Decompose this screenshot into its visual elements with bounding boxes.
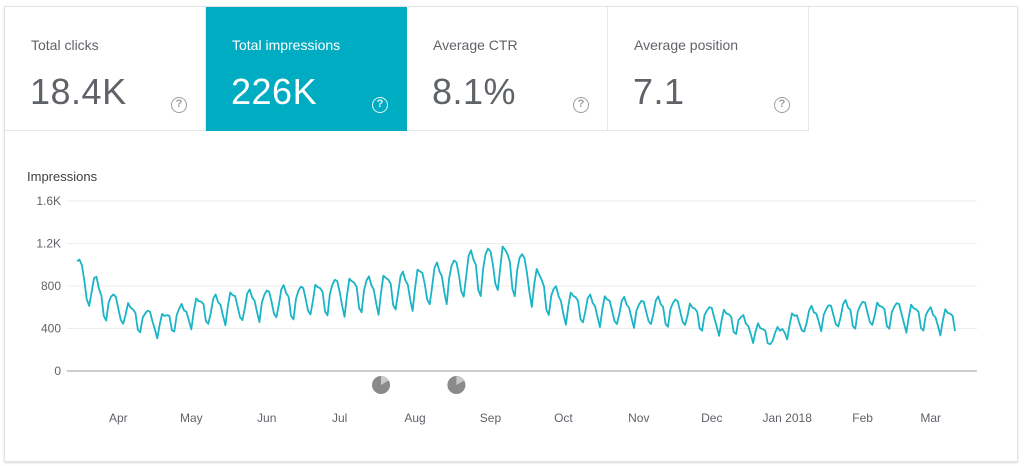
y-tick-label: 1.6K	[36, 194, 61, 208]
metric-label: Average CTR	[433, 37, 518, 53]
x-tick-label: Dec	[701, 411, 722, 425]
annotation-marker[interactable]	[447, 376, 466, 394]
chart-title: Impressions	[27, 169, 98, 184]
impressions-chart: 0 400 800 1.2K 1.6K Apr May Jun Jul Aug Sep Oct Nov…	[36, 194, 977, 425]
metric-label: Total clicks	[31, 37, 99, 53]
y-tick-label: 0	[54, 364, 61, 378]
chart-gridlines	[67, 200, 977, 372]
performance-card: Total clicks 18.4K ? Total impressions 2…	[4, 6, 1018, 462]
x-tick-label: Oct	[554, 411, 573, 425]
y-axis-ticks: 0 400 800 1.2K 1.6K	[36, 194, 61, 378]
x-tick-label: Jul	[332, 411, 347, 425]
help-icon[interactable]: ?	[372, 97, 388, 113]
help-icon[interactable]: ?	[774, 97, 790, 113]
x-tick-label: Nov	[628, 411, 649, 425]
metric-total-impressions[interactable]: Total impressions 226K ?	[206, 7, 407, 131]
impressions-series-line	[76, 245, 956, 346]
annotation-marker[interactable]	[372, 376, 391, 394]
metric-value: 7.1	[633, 71, 685, 112]
y-tick-label: 800	[41, 279, 61, 293]
y-tick-label: 1.2K	[36, 237, 61, 251]
y-tick-label: 400	[41, 322, 61, 336]
x-tick-label: Feb	[852, 411, 873, 425]
metric-value: 226K	[231, 71, 318, 112]
help-icon[interactable]: ?	[573, 97, 589, 113]
help-icon[interactable]: ?	[171, 97, 187, 113]
metric-label: Average position	[634, 37, 739, 53]
metric-average-ctr[interactable]: Average CTR 8.1% ?	[407, 7, 608, 131]
metric-value: 18.4K	[30, 71, 127, 112]
x-tick-label: Jan 2018	[762, 411, 812, 425]
x-tick-label: May	[180, 411, 203, 425]
x-axis-ticks: Apr May Jun Jul Aug Sep Oct Nov Dec Jan 2018 Feb Ma…	[109, 411, 941, 425]
metric-value: 8.1%	[432, 71, 517, 112]
x-tick-label: Jun	[257, 411, 276, 425]
metric-total-clicks[interactable]: Total clicks 18.4K ?	[5, 7, 206, 131]
metric-tabs: Total clicks 18.4K ? Total impressions 2…	[5, 7, 809, 131]
chart-annotations	[372, 376, 466, 394]
x-tick-label: Sep	[480, 411, 502, 425]
x-tick-label: Apr	[109, 411, 128, 425]
x-tick-label: Mar	[920, 411, 941, 425]
metric-label: Total impressions	[232, 37, 341, 53]
metric-average-position[interactable]: Average position 7.1 ?	[608, 7, 809, 131]
x-tick-label: Aug	[404, 411, 425, 425]
